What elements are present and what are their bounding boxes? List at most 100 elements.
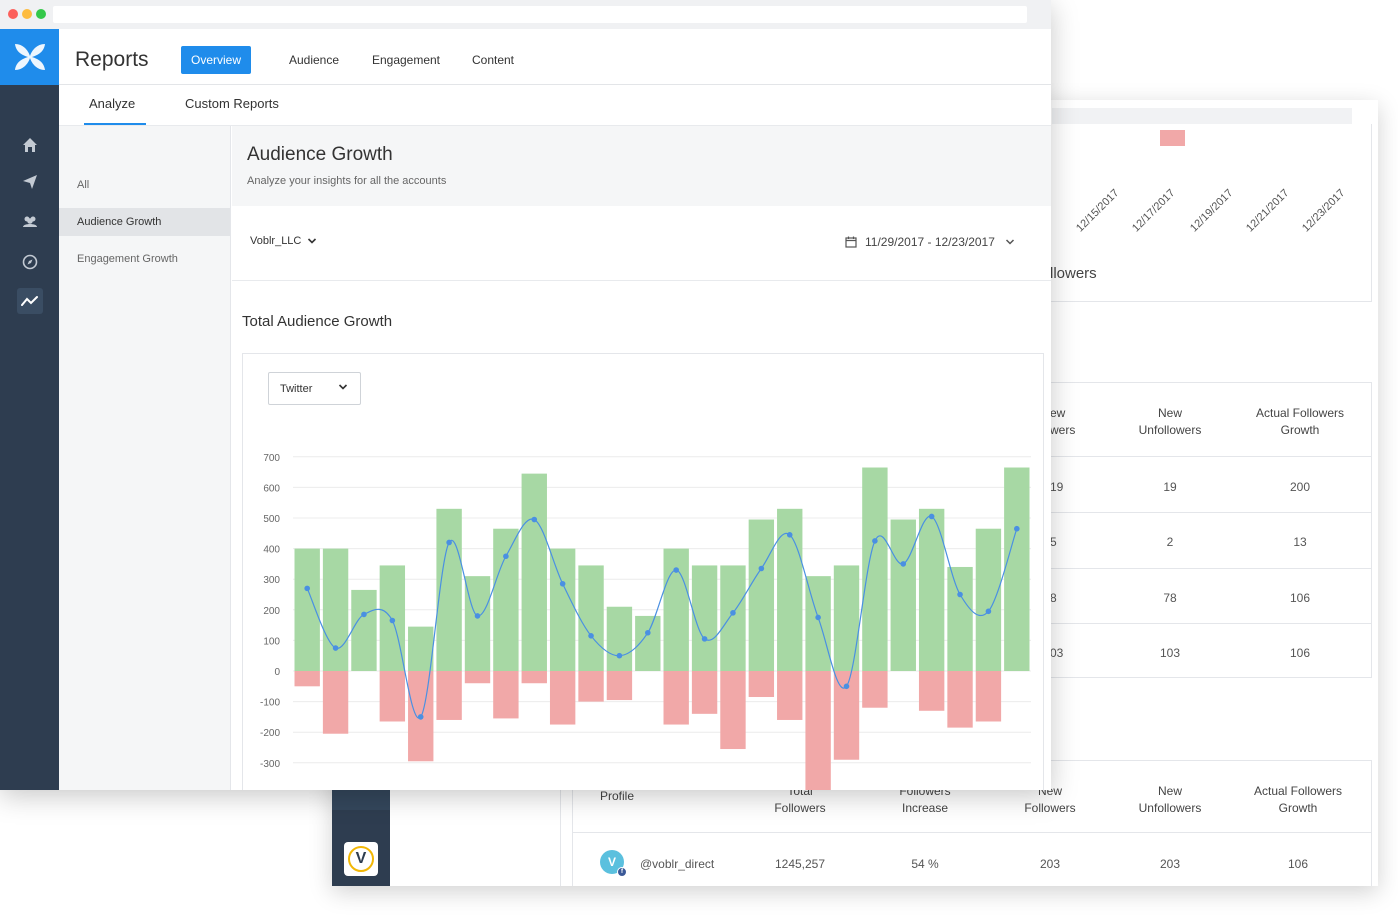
tab-overview[interactable]: Overview [181,46,251,74]
growth-point [332,645,339,651]
background-url-bar [1052,108,1352,126]
positive-bar [947,566,973,671]
analytics-icon[interactable] [17,288,43,314]
background-table1-cell: 5 [1050,535,1057,549]
positive-bar [918,508,945,671]
section-subtitle: Analyze your insights for all the accoun… [247,175,447,187]
tab-analyze[interactable]: Analyze [89,96,136,111]
tab-content[interactable]: Content [471,53,515,67]
background-row-divider [1042,512,1372,513]
growth-point [900,561,907,567]
menu-item-all[interactable]: All [77,179,90,191]
tab-custom-reports[interactable]: Custom Reports [185,96,279,111]
growth-point [843,683,850,690]
account-select-value: Voblr_LLC [250,235,302,247]
positive-bar [862,467,888,671]
negative-bar [663,671,689,725]
growth-point [559,580,566,587]
active-tab-indicator [84,123,146,125]
background-table1-cell: 200 [1289,480,1311,494]
background-table1-header: ew wers [1050,406,1076,437]
background-negative-bar [1160,130,1185,146]
background-date-chart-card [1042,124,1372,302]
background-table1-header: Actual Followers Growth [1255,406,1345,437]
chevron-down-icon [338,384,348,390]
negative-bar [777,671,803,720]
date-range-picker[interactable]: 11/29/2017 - 12/23/2017 [845,235,1015,249]
growth-point [417,714,424,720]
app-sidebar [0,29,59,790]
background-table2-header: New Unfollowers [1138,784,1202,815]
growth-point [389,617,396,624]
positive-bar [436,508,462,671]
account-select[interactable]: Voblr_LLC [250,235,317,247]
tab-engagement[interactable]: Engagement [371,53,441,67]
compass-icon[interactable] [17,249,43,275]
y-tick-label: 700 [263,453,280,464]
growth-point [786,532,793,538]
negative-bar [748,671,775,698]
negative-bar [464,671,491,684]
maximize-window-button[interactable] [36,9,46,19]
background-table2-header: Profile [600,789,635,803]
background-table1-cell: 103 [1159,646,1181,660]
filter-bar: Voblr_LLC 11/29/2017 - 12/23/2017 [232,206,1051,281]
negative-bar [493,671,519,719]
chart-section-title: Total Audience Growth [242,313,393,330]
home-icon[interactable] [17,132,43,158]
positive-bar [408,626,434,671]
chart-card: 700 600 500 400 300 200 100 0 -100 -200 -300 Twitt… [242,353,1044,790]
background-table1-cell: 106 [1289,646,1311,660]
users-icon[interactable] [17,209,43,235]
background-table1-cell: 106 [1289,591,1311,605]
negative-bar [691,671,718,714]
background-table2-cell: 1245,257 [774,857,826,871]
growth-point [985,608,992,615]
background-row-divider [1042,456,1372,457]
negative-bar [521,671,547,684]
growth-point [872,538,878,544]
growth-point [304,585,310,592]
network-select-value: Twitter [280,382,313,395]
y-tick-label: -100 [260,698,280,709]
background-row-divider [1042,623,1372,624]
positive-bar [663,548,689,671]
close-window-button[interactable] [8,9,18,19]
growth-point [701,636,708,642]
date-range-value: 11/29/2017 - 12/23/2017 [865,235,995,249]
positive-bar [493,528,519,671]
voblr-logo-icon: V [344,842,378,876]
background-table2-cell: @voblr_direct [640,857,715,871]
growth-point [588,633,594,639]
positive-bar [578,565,604,671]
network-select[interactable]: Twitter [268,372,361,405]
negative-bar [294,671,320,687]
positive-bar [549,548,576,671]
background-table1-cell: 13 [1293,535,1307,549]
background-table1-cell: 19 [1050,480,1064,494]
calendar-icon [845,236,857,248]
tab-audience[interactable]: Audience [288,53,340,67]
send-icon[interactable] [17,169,43,195]
minimize-window-button[interactable] [22,9,32,19]
address-bar[interactable] [53,6,1027,23]
growth-point [645,629,651,636]
negative-bar [436,671,462,720]
background-table1-cell: 8 [1050,591,1057,605]
negative-bar [862,671,888,708]
background-divider [560,786,561,886]
background-followers-label: llowers [1050,265,1097,282]
growth-point [730,610,736,616]
growth-point [815,614,821,621]
background-followers-table [1042,382,1372,678]
positive-bar [322,548,349,671]
growth-point [503,553,509,560]
app-logo-icon[interactable] [0,29,59,85]
growth-point [1014,525,1020,532]
menu-item-engagement-growth[interactable]: Engagement Growth [77,253,178,265]
growth-point [616,652,623,659]
menu-item-audience-growth[interactable]: Audience Growth [59,208,230,236]
positive-bar [606,606,633,671]
positive-bar [748,519,775,671]
